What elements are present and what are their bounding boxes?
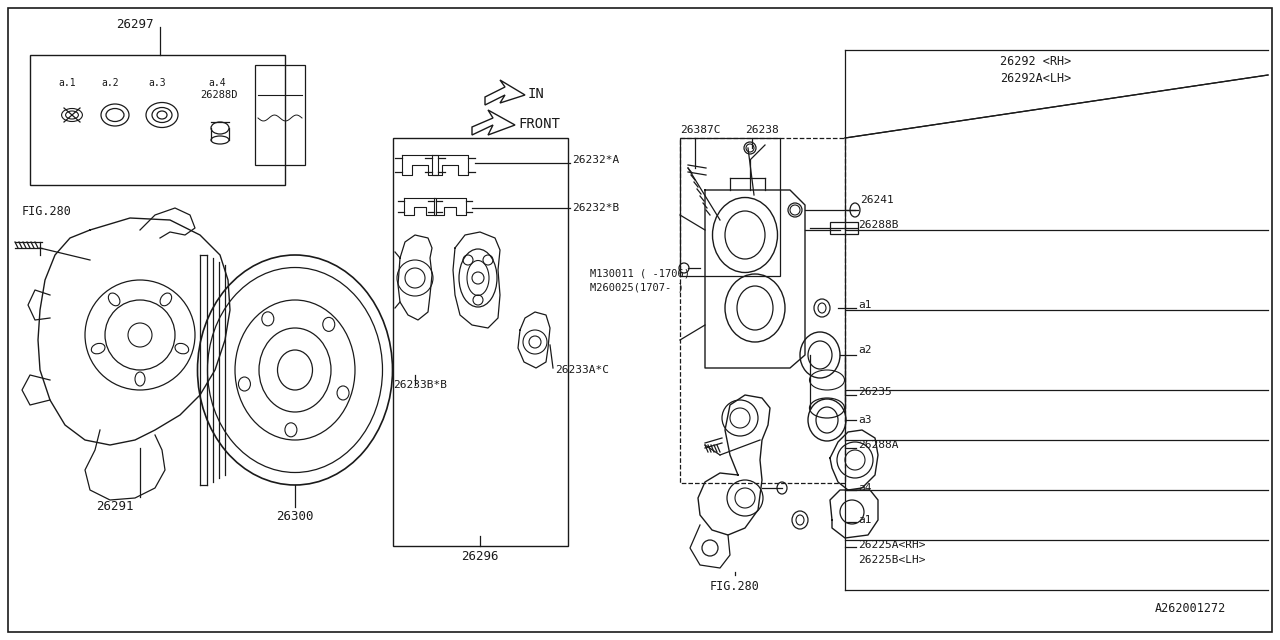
Text: a1: a1 (858, 300, 872, 310)
Text: 26297: 26297 (116, 18, 154, 31)
Text: 26233A*C: 26233A*C (556, 365, 609, 375)
Text: 26296: 26296 (461, 550, 499, 563)
Text: 26292 <RH>: 26292 <RH> (1000, 55, 1071, 68)
Text: 26238: 26238 (745, 125, 778, 135)
Text: 26225B<LH>: 26225B<LH> (858, 555, 925, 565)
Bar (680, 138, 845, 483)
Text: 26291: 26291 (96, 500, 133, 513)
Text: 26288B: 26288B (858, 220, 899, 230)
Bar (255, 65, 305, 165)
Text: 26288A: 26288A (858, 440, 899, 450)
Text: 26233B*B: 26233B*B (393, 380, 447, 390)
Text: a3: a3 (858, 415, 872, 425)
Text: 26232*B: 26232*B (572, 203, 620, 213)
Text: 26387C: 26387C (680, 125, 721, 135)
Text: 26232*A: 26232*A (572, 155, 620, 165)
Text: a.3: a.3 (148, 78, 166, 88)
Text: M260025(1707- ): M260025(1707- ) (590, 283, 684, 293)
Text: 26292A<LH>: 26292A<LH> (1000, 72, 1071, 85)
Text: a.2: a.2 (101, 78, 119, 88)
Text: a.1: a.1 (58, 78, 76, 88)
Text: FIG.280: FIG.280 (710, 580, 760, 593)
Text: FRONT: FRONT (518, 117, 559, 131)
Bar (393, 138, 568, 546)
Text: M130011 ( -1706): M130011 ( -1706) (590, 268, 690, 278)
Bar (680, 138, 780, 276)
Bar (29, 55, 285, 185)
Bar (829, 222, 858, 234)
Text: 26300: 26300 (276, 510, 314, 523)
Text: 26225A<RH>: 26225A<RH> (858, 540, 925, 550)
Text: 26235: 26235 (858, 387, 892, 397)
Text: a4: a4 (858, 483, 872, 493)
Text: FIG.280: FIG.280 (22, 205, 72, 218)
Text: 26241: 26241 (860, 195, 893, 205)
Text: IN: IN (529, 87, 545, 101)
Text: a2: a2 (858, 345, 872, 355)
Text: a1: a1 (858, 515, 872, 525)
Text: a.4: a.4 (207, 78, 225, 88)
Text: 26288D: 26288D (200, 90, 238, 100)
Text: A262001272: A262001272 (1155, 602, 1226, 615)
